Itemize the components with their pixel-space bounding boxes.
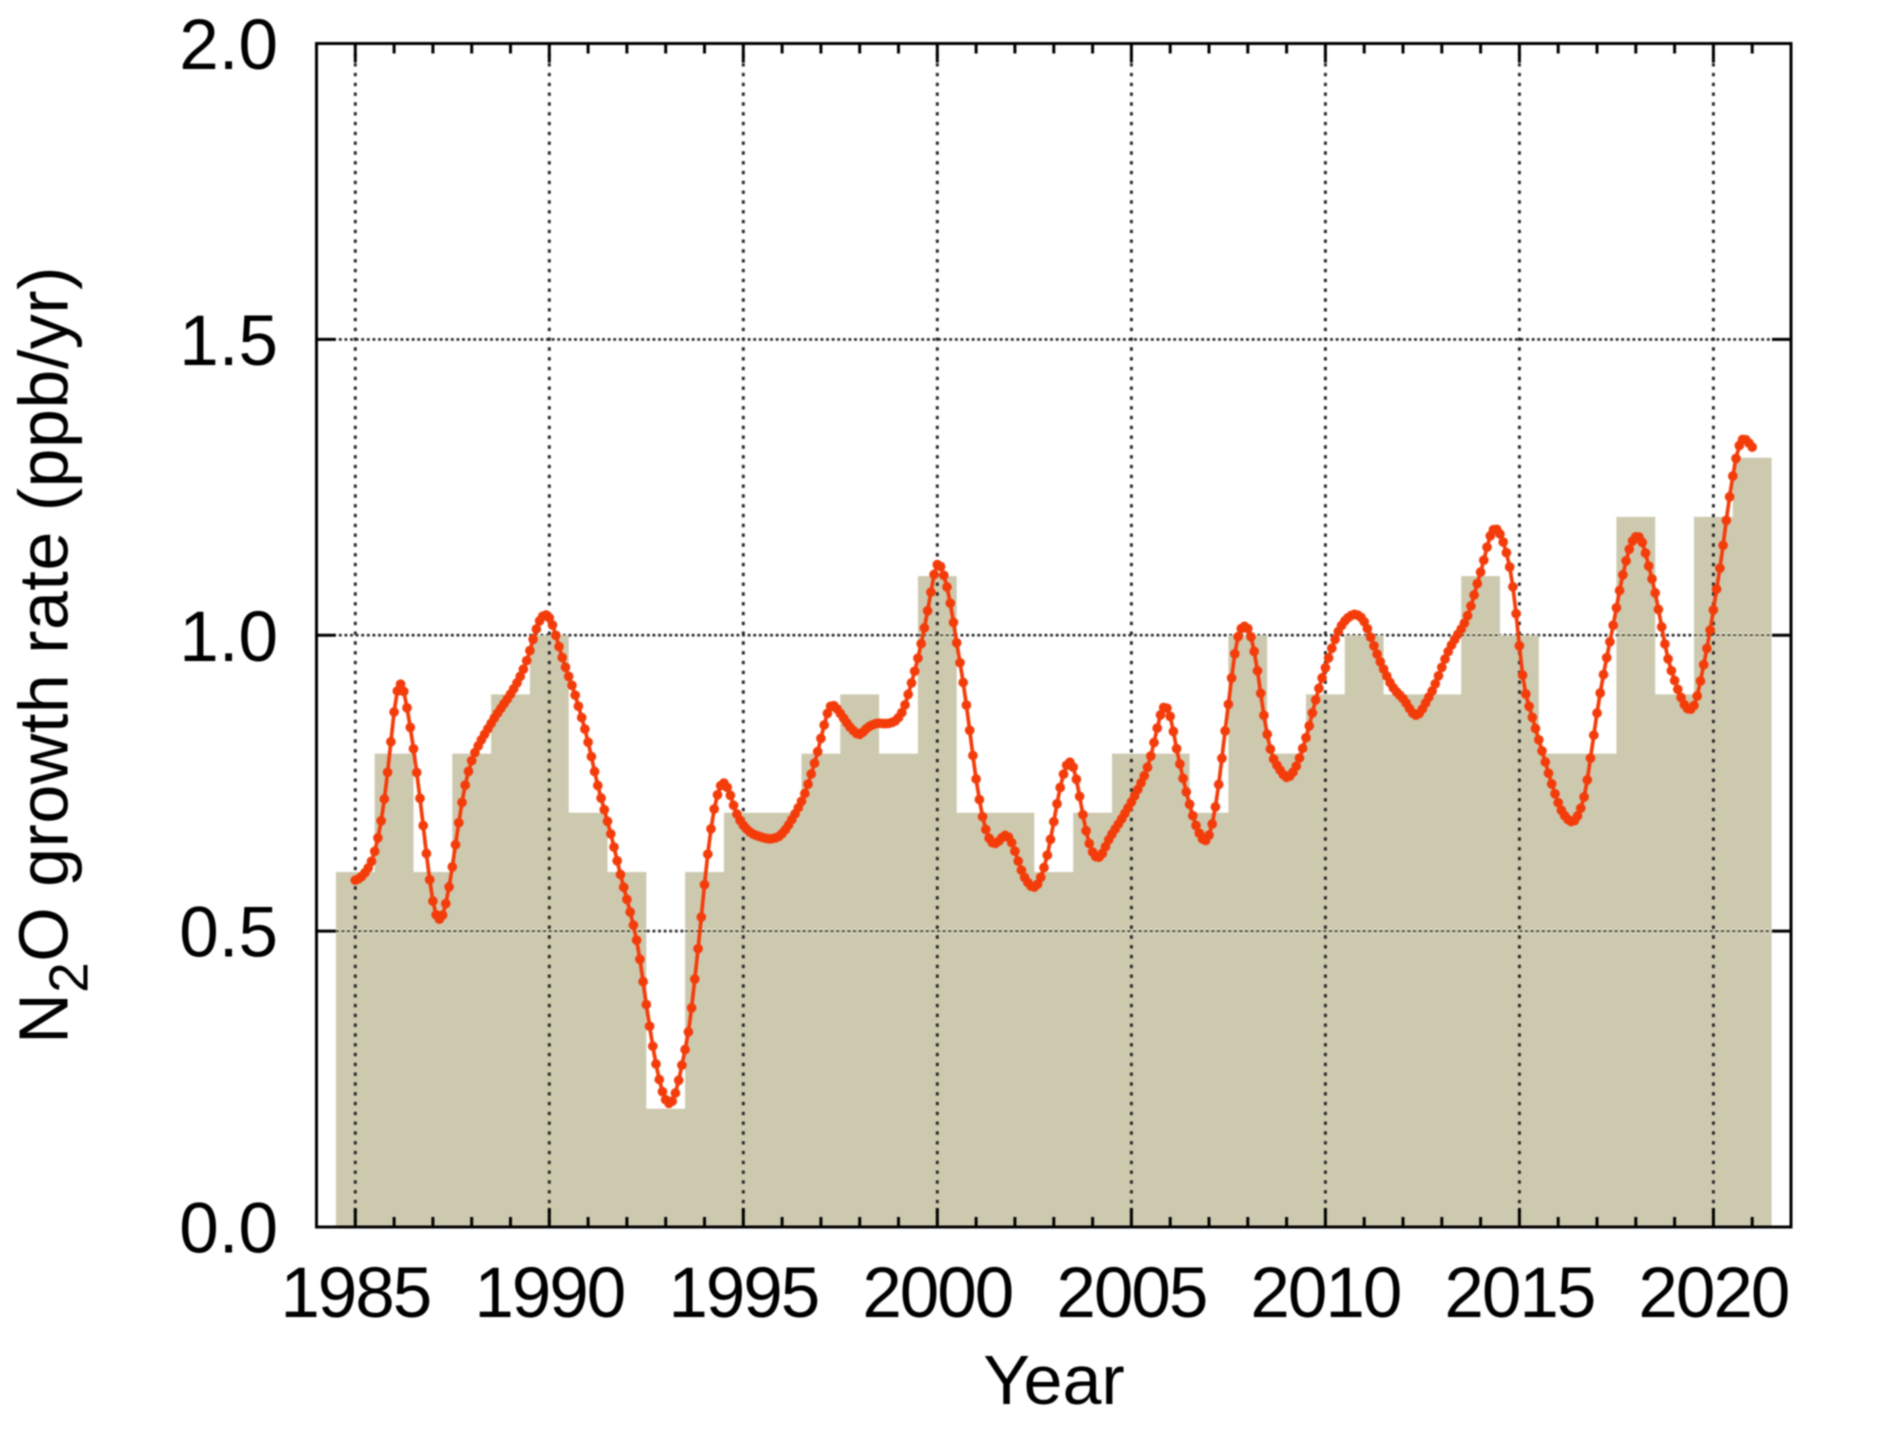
svg-text:2015: 2015	[1444, 1254, 1594, 1333]
svg-text:1.0: 1.0	[179, 598, 278, 677]
svg-text:2000: 2000	[862, 1254, 1012, 1333]
svg-text:2.0: 2.0	[179, 6, 278, 85]
svg-text:2005: 2005	[1056, 1254, 1206, 1333]
svg-text:1995: 1995	[668, 1254, 818, 1333]
svg-text:0.5: 0.5	[179, 894, 278, 973]
svg-text:Year: Year	[983, 1341, 1124, 1419]
svg-text:2010: 2010	[1250, 1254, 1400, 1333]
svg-text:1990: 1990	[474, 1254, 624, 1333]
svg-text:0.0: 0.0	[179, 1190, 278, 1269]
svg-text:2020: 2020	[1638, 1254, 1788, 1333]
svg-text:1985: 1985	[280, 1254, 430, 1333]
svg-text:1.5: 1.5	[179, 302, 278, 381]
